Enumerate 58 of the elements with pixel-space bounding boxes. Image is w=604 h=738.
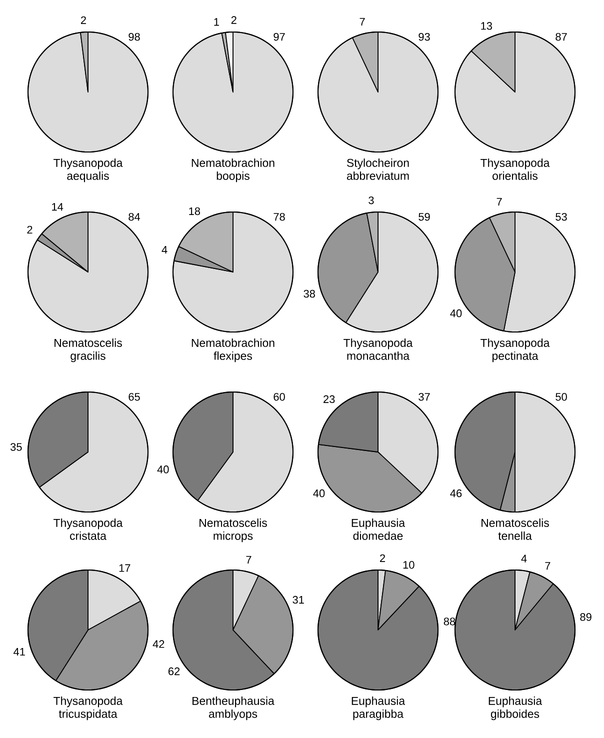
data-label: 40 xyxy=(157,466,169,474)
text: Nematoscelis tenella xyxy=(482,518,549,540)
data-label: 2 xyxy=(80,16,86,24)
data-label: 35 xyxy=(10,443,22,451)
data-label: 7 xyxy=(246,556,252,564)
data-label: 53 xyxy=(556,212,567,221)
text: Euphausia gibboides xyxy=(488,696,542,720)
text: Thysanopoda monacantha xyxy=(344,338,413,360)
data-label: 87 xyxy=(556,32,567,41)
data-label: 7 xyxy=(496,198,502,206)
data-label: 84 xyxy=(128,212,140,221)
data-label: 14 xyxy=(52,203,64,211)
data-label: 3 xyxy=(368,196,374,204)
data-label: 97 xyxy=(274,32,285,41)
data-label: 46 xyxy=(450,489,462,498)
data-label: 2 xyxy=(231,16,236,24)
data-label: 2 xyxy=(27,226,32,234)
text: Thysanopoda cristata xyxy=(54,518,123,540)
data-label: 41 xyxy=(14,648,25,656)
data-label: 17 xyxy=(119,564,130,572)
text: Euphausia paragibba xyxy=(352,696,406,720)
data-label: 37 xyxy=(418,392,430,401)
data-label: 10 xyxy=(403,560,414,569)
data-label: 59 xyxy=(418,212,430,221)
data-label: 98 xyxy=(128,32,140,41)
data-label: 88 xyxy=(444,618,456,626)
data-label: 23 xyxy=(324,395,335,404)
data-label: 2 xyxy=(380,554,386,562)
data-label: 31 xyxy=(292,596,304,604)
data-label: 50 xyxy=(556,392,567,401)
text: Thysanopoda orientalis xyxy=(480,158,550,180)
data-label: 78 xyxy=(274,212,285,221)
text: Thysanopoda pectinata xyxy=(480,338,550,362)
data-label: 7 xyxy=(545,562,550,570)
data-label: 18 xyxy=(189,207,200,216)
text: Bentheuphausia amblyops xyxy=(192,696,274,720)
text: Nematoscelis gracilis xyxy=(54,338,122,362)
data-label: 4 xyxy=(162,246,168,254)
text: Thysanopoda aequalis xyxy=(54,158,123,182)
text: Thysanopoda tricuspidata xyxy=(54,696,123,720)
text: Nematoscelis microps xyxy=(200,518,267,542)
data-label: 4 xyxy=(521,554,527,562)
data-label: 1 xyxy=(214,18,219,26)
data-label: 89 xyxy=(580,613,592,621)
data-label: 65 xyxy=(128,392,140,401)
text: Nematobrachion boopis xyxy=(192,158,274,182)
data-label: 42 xyxy=(152,640,164,648)
text: Stylocheiron abbreviatum xyxy=(346,158,409,180)
data-label: 93 xyxy=(418,32,430,41)
data-label: 62 xyxy=(168,667,180,676)
data-label: 13 xyxy=(481,22,492,30)
data-label: 60 xyxy=(274,392,285,401)
data-label: 7 xyxy=(360,18,365,26)
data-label: 38 xyxy=(304,290,315,298)
data-label: 40 xyxy=(313,489,325,498)
text: Nematobrachion flexipes xyxy=(192,338,274,362)
data-label: 40 xyxy=(450,309,462,318)
text: Euphausia diomedae xyxy=(352,518,406,540)
